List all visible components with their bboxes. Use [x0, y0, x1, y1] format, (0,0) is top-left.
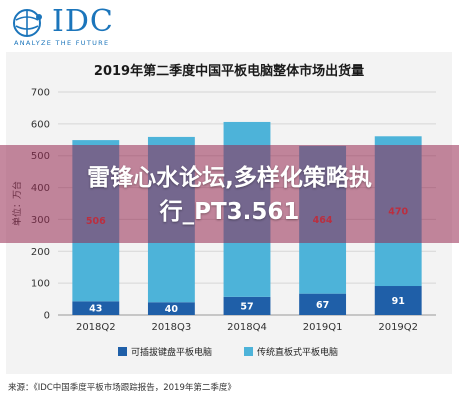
legend-label: 可插拔键盘平板电脑: [131, 346, 212, 358]
overlay-line-1: 雷锋心水论坛,多样化策略执: [87, 165, 372, 191]
bar-2018Q2-keyboard: [72, 301, 120, 315]
legend-swatch: [244, 347, 253, 356]
overlay-line-2: 行_PT3.561: [159, 199, 300, 225]
logo-tagline: ANALYZE THE FUTURE: [14, 39, 110, 47]
bar-2019Q1-keyboard: [299, 293, 347, 315]
bar-2018Q3-keyboard: [147, 302, 195, 315]
bar-value-label: 91: [392, 296, 405, 307]
bar-value-label: 43: [89, 304, 102, 315]
idc-logo: IDC ANALYZE THE FUTURE: [12, 4, 212, 50]
y-tick-label: 100: [31, 279, 50, 290]
x-tick-label: 2019Q1: [303, 322, 343, 333]
y-tick-label: 700: [31, 88, 50, 99]
logo-wordmark: IDC: [52, 4, 114, 39]
x-tick-label: 2018Q4: [227, 322, 267, 333]
x-tick-label: 2018Q3: [152, 322, 192, 333]
bar-value-label: 40: [165, 304, 179, 315]
idc-globe-icon: [13, 9, 42, 37]
bar-2018Q4-keyboard: [223, 296, 271, 315]
y-tick-label: 0: [44, 311, 50, 322]
x-tick-label: 2018Q2: [76, 322, 116, 333]
source-note: 来源：《IDC中国季度平板市场跟踪报告，2019年第二季度》: [8, 383, 236, 393]
legend-swatch: [118, 347, 127, 356]
x-tick-label: 2019Q2: [378, 322, 418, 333]
y-tick-label: 200: [31, 247, 50, 258]
y-tick-label: 600: [31, 119, 50, 130]
legend-label: 传统直板式平板电脑: [257, 346, 338, 358]
bar-value-label: 57: [240, 301, 253, 312]
chart-title: 2019年第二季度中国平板电脑整体市场出货量: [93, 64, 365, 79]
overlay-banner: 雷锋心水论坛,多样化策略执 行_PT3.561: [0, 145, 459, 243]
bar-2019Q2-keyboard: [374, 286, 422, 315]
bar-value-label: 67: [316, 300, 329, 311]
overlay-text: 雷锋心水论坛,多样化策略执 行_PT3.561: [0, 161, 459, 229]
